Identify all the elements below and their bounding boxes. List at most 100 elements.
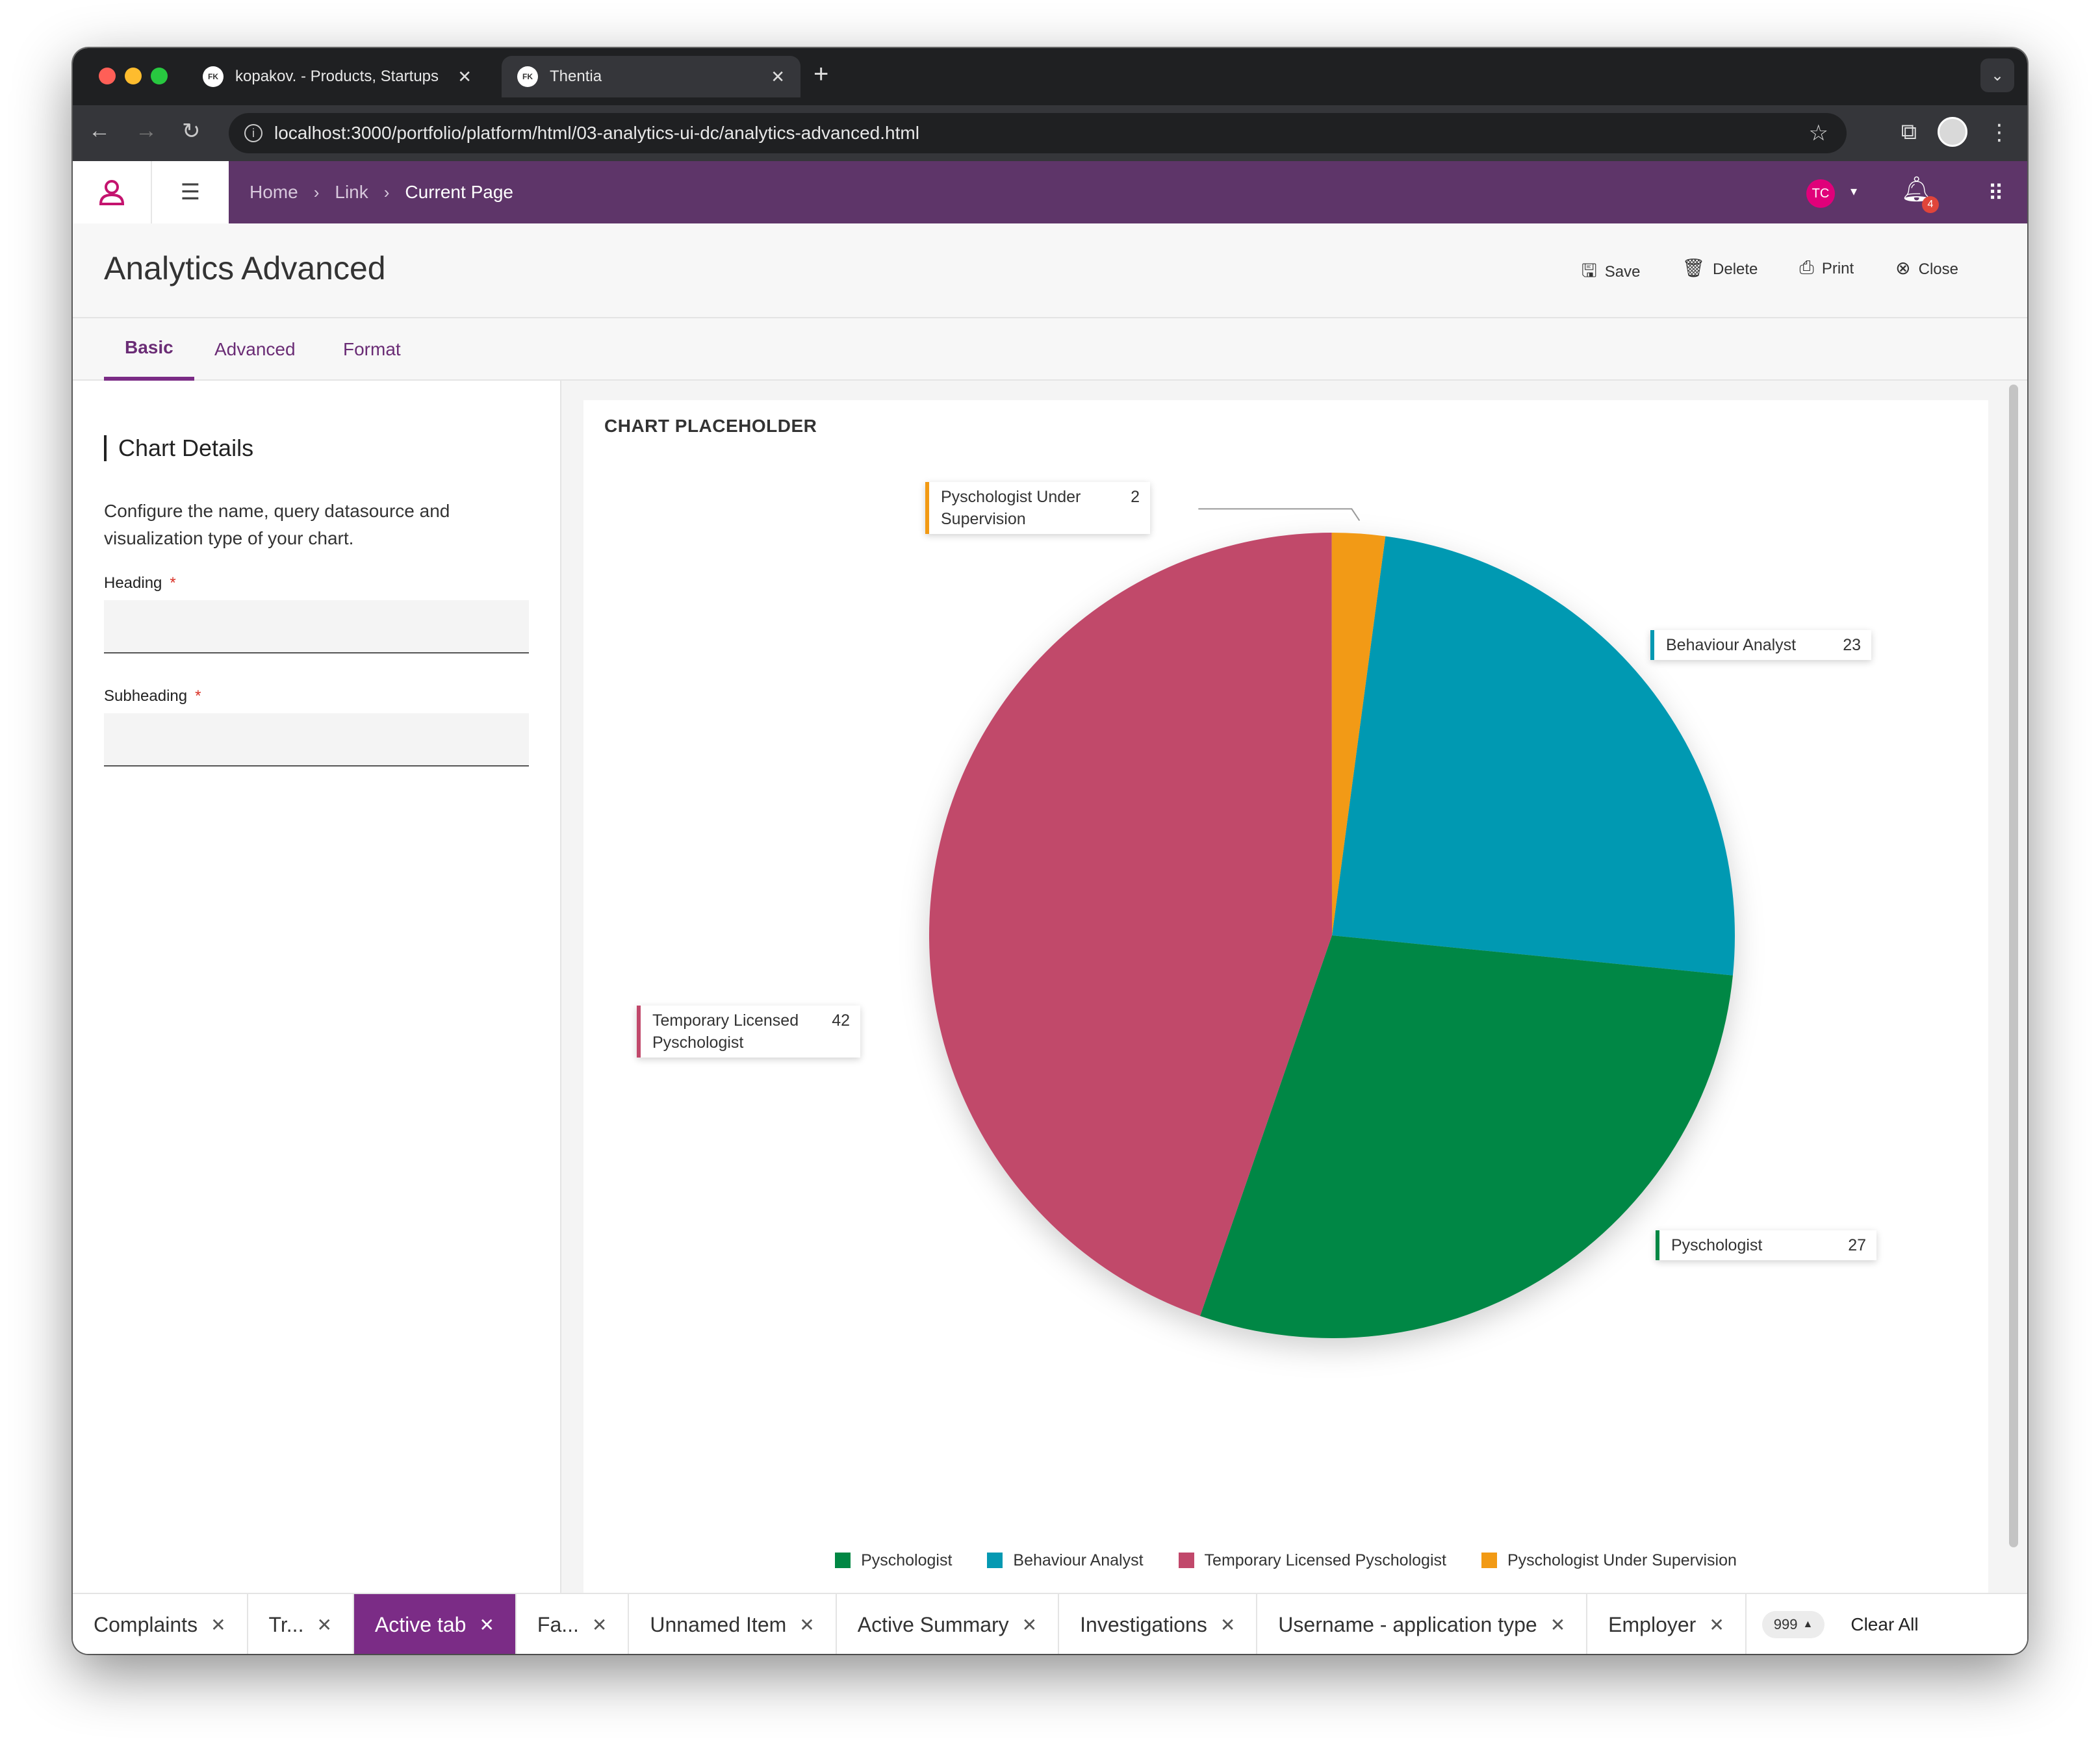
- legend-item-behaviour-analyst[interactable]: Behaviour Analyst: [987, 1551, 1144, 1570]
- window-close-button[interactable]: [99, 68, 116, 84]
- clear-all-button[interactable]: Clear All: [1850, 1614, 1919, 1634]
- window-maximize-button[interactable]: [151, 68, 168, 84]
- close-icon[interactable]: ✕: [591, 1614, 608, 1635]
- site-info-icon[interactable]: i: [244, 124, 262, 142]
- bottom-tab-active[interactable]: Active tab ✕: [353, 1594, 517, 1654]
- close-icon[interactable]: ✕: [1021, 1614, 1038, 1635]
- browser-tab-kopakov[interactable]: FK kopakov. - Products, Startups ✕: [187, 56, 487, 97]
- close-label: Close: [1918, 260, 1958, 278]
- legend-item-pyschologist-under-supervision[interactable]: Pyschologist Under Supervision: [1481, 1551, 1737, 1570]
- save-label: Save: [1604, 263, 1641, 281]
- delete-button[interactable]: 🗑︎ Delete: [1682, 257, 1758, 288]
- user-avatar[interactable]: TC: [1806, 179, 1835, 208]
- hamburger-menu-icon[interactable]: ☰: [152, 161, 229, 223]
- tab-advanced[interactable]: Advanced: [214, 339, 296, 359]
- legend-item-pyschologist[interactable]: Pyschologist: [835, 1551, 952, 1570]
- panel-description: Configure the name, query datasource and…: [104, 501, 450, 548]
- close-icon[interactable]: ✕: [316, 1614, 332, 1635]
- required-mark: *: [170, 574, 176, 592]
- page-title: Analytics Advanced: [104, 250, 386, 286]
- chart-area: CHART PLACEHOLDER Behaviour Analyst 23 P…: [561, 381, 2027, 1593]
- pie-slice-pyschologist-under-supervision[interactable]: [1331, 533, 1386, 935]
- page-header: Analytics Advanced 🖫 Save 🗑︎ Delete ⎙ Print…: [73, 223, 2027, 318]
- close-icon[interactable]: ✕: [1220, 1614, 1236, 1635]
- print-label: Print: [1821, 260, 1854, 277]
- page-tabs: Basic Advanced Format: [73, 318, 2027, 381]
- save-button[interactable]: 🖫 Save: [1581, 257, 1641, 288]
- chevron-right-icon: ›: [313, 182, 320, 202]
- bottom-tab-label: Investigations: [1080, 1612, 1207, 1636]
- floppy-disk-icon: 🖫: [1581, 260, 1597, 281]
- close-icon[interactable]: ✕: [1709, 1614, 1724, 1635]
- bottom-tab-label: Unnamed Item: [650, 1612, 787, 1636]
- legend-item-temporary-licensed-pyschologist[interactable]: Temporary Licensed Pyschologist: [1178, 1551, 1446, 1570]
- heading-input[interactable]: [104, 600, 529, 653]
- breadcrumb-link[interactable]: Link: [335, 182, 368, 202]
- subheading-label: Subheading *: [104, 687, 201, 705]
- more-vertical-icon[interactable]: ⋮: [1988, 120, 2010, 145]
- address-bar[interactable]: i localhost:3000/portfolio/platform/html…: [229, 113, 1847, 153]
- browser-tab-thentia[interactable]: FK Thentia ✕: [502, 56, 800, 97]
- legend-swatch: [1178, 1553, 1194, 1568]
- tab-format[interactable]: Format: [343, 339, 401, 359]
- url-text: localhost:3000/portfolio/platform/html/0…: [274, 123, 919, 143]
- back-arrow-icon[interactable]: ←: [88, 118, 110, 143]
- browser-window: FK kopakov. - Products, Startups ✕ FK Th…: [73, 48, 2027, 1654]
- profile-avatar-icon[interactable]: [1938, 117, 1967, 147]
- extensions-puzzle-icon[interactable]: ⧉: [1901, 120, 1917, 144]
- browser-tab-title: Thentia: [550, 68, 602, 85]
- leader-line-pyschologist-under-supervision: [1198, 508, 1361, 521]
- pie-chart: [929, 508, 1735, 1338]
- chart-legend: Pyschologist Behaviour Analyst Temporary…: [583, 1551, 1988, 1570]
- close-icon[interactable]: ✕: [479, 1614, 494, 1635]
- legend-label: Behaviour Analyst: [1013, 1551, 1144, 1569]
- window-minimize-button[interactable]: [125, 68, 142, 84]
- page-actions: 🖫 Save 🗑︎ Delete ⎙ Print ⊗ Close: [1581, 257, 1958, 288]
- caret-down-icon[interactable]: ▾: [1850, 184, 1857, 199]
- callout-value: 23: [1843, 636, 1861, 654]
- chart-scrollbar[interactable]: [2009, 385, 2018, 1547]
- pie-slice-pyschologist[interactable]: [1200, 935, 1733, 1338]
- app-grid-icon[interactable]: ⠿: [1988, 181, 2004, 206]
- browser-toolbar: ← → ↻ i localhost:3000/portfolio/platfor…: [73, 105, 2027, 161]
- new-tab-button[interactable]: +: [813, 60, 829, 88]
- close-icon[interactable]: ✕: [457, 66, 472, 86]
- panel-title: Chart Details: [104, 435, 253, 461]
- bottom-tab-unnamed-item[interactable]: Unnamed Item ✕: [629, 1594, 837, 1654]
- browser-tab-title: kopakov. - Products, Startups: [235, 68, 439, 85]
- app-header: ☰ Home › Link › Current Page TC ▾ 🔔︎ 4 ⠿: [73, 161, 2027, 223]
- bottom-tab-employer[interactable]: Employer ✕: [1587, 1594, 1747, 1654]
- notification-badge: 4: [1922, 196, 1939, 213]
- legend-label: Temporary Licensed Pyschologist: [1204, 1551, 1446, 1569]
- pie-slice-temporary-licensed-pyschologist[interactable]: [929, 533, 1332, 1316]
- bottom-tab-complaints[interactable]: Complaints ✕: [73, 1594, 248, 1654]
- breadcrumb-home[interactable]: Home: [250, 182, 298, 202]
- callout-value: 27: [1848, 1236, 1866, 1254]
- bottom-tab-label: Complaints: [94, 1612, 198, 1636]
- reload-icon[interactable]: ↻: [182, 119, 201, 144]
- bottom-tab-fa[interactable]: Fa... ✕: [517, 1594, 630, 1654]
- app-logo[interactable]: [73, 161, 152, 223]
- close-icon[interactable]: ✕: [1550, 1614, 1566, 1635]
- bookmark-star-icon[interactable]: ☆: [1808, 121, 1828, 146]
- bottom-tab-username-application-type[interactable]: Username - application type ✕: [1257, 1594, 1588, 1654]
- legend-label: Pyschologist: [861, 1551, 953, 1569]
- tab-basic[interactable]: Basic: [104, 318, 194, 381]
- bottom-tab-tr[interactable]: Tr... ✕: [248, 1594, 354, 1654]
- bottom-tab-label: Employer: [1608, 1612, 1697, 1636]
- close-button[interactable]: ⊗ Close: [1895, 257, 1958, 288]
- pie-slice-behaviour-analyst[interactable]: [1332, 536, 1735, 976]
- close-icon[interactable]: ✕: [799, 1614, 815, 1635]
- printer-icon: ⎙: [1799, 257, 1814, 277]
- overflow-count-pill[interactable]: 999 ▲: [1761, 1611, 1825, 1638]
- subheading-input[interactable]: [104, 713, 529, 767]
- caret-up-icon: ▲: [1802, 1619, 1813, 1630]
- close-icon[interactable]: ✕: [771, 66, 785, 86]
- callout-label: Pyschologist Under Supervision: [941, 488, 1081, 528]
- bottom-tab-active-summary[interactable]: Active Summary ✕: [837, 1594, 1060, 1654]
- bottom-tab-investigations[interactable]: Investigations ✕: [1059, 1594, 1258, 1654]
- tab-search-chevron-icon[interactable]: ⌄: [1980, 58, 2014, 92]
- forward-arrow-icon[interactable]: →: [135, 118, 157, 143]
- close-icon[interactable]: ✕: [211, 1614, 226, 1635]
- print-button[interactable]: ⎙ Print: [1799, 257, 1854, 288]
